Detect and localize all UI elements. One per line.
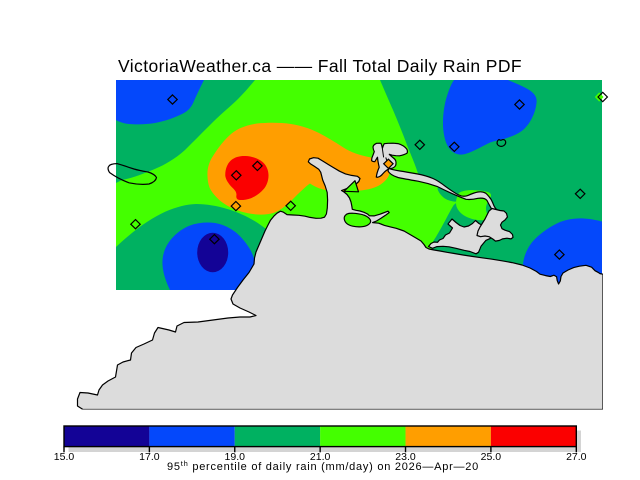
svg-text:95th percentile of daily rain: 95th percentile of daily rain (mm/day) o… bbox=[167, 459, 479, 473]
svg-text:21.0: 21.0 bbox=[310, 451, 331, 463]
svg-text:25.0: 25.0 bbox=[481, 451, 502, 463]
svg-text:17.0: 17.0 bbox=[139, 451, 160, 463]
svg-text:VictoriaWeather.ca —— Fall Tot: VictoriaWeather.ca —— Fall Total Daily R… bbox=[118, 56, 522, 76]
svg-text:27.0: 27.0 bbox=[566, 451, 587, 463]
svg-text:23.0: 23.0 bbox=[395, 451, 416, 463]
svg-text:19.0: 19.0 bbox=[225, 451, 246, 463]
svg-text:15.0: 15.0 bbox=[54, 451, 75, 463]
